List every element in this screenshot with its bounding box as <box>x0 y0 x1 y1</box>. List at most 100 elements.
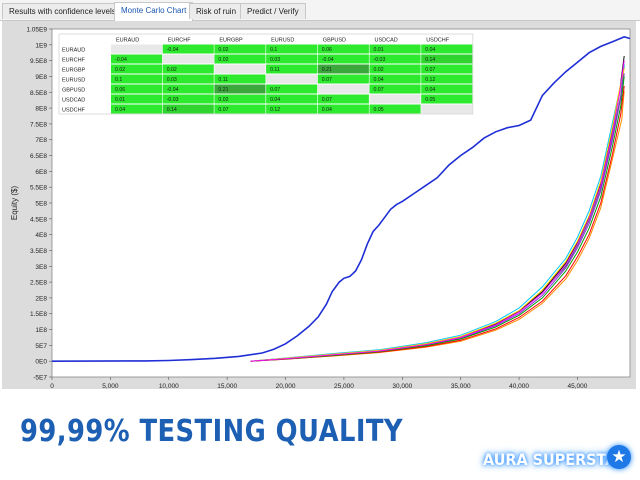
correlation-row-header: GBPUSD <box>62 88 85 94</box>
correlation-cell <box>111 64 163 74</box>
correlation-cell <box>317 64 369 74</box>
correlation-row-header: EURAUD <box>62 48 85 54</box>
y-tick-label: 9.5E8 <box>30 58 47 65</box>
x-tick-label: 0 <box>50 383 54 389</box>
correlation-cell <box>317 84 369 94</box>
y-tick-label: 1E9 <box>35 42 47 49</box>
tab-predict-verify[interactable]: Predict / Verify <box>240 3 306 19</box>
correlation-cell <box>266 44 318 54</box>
correlation-cell <box>317 104 369 114</box>
correlation-cell-value: 0.02 <box>374 67 384 73</box>
correlation-cell-value: 0.14 <box>425 57 435 63</box>
correlation-column-header: USDCAD <box>375 38 398 44</box>
correlation-cell <box>317 54 369 64</box>
y-tick-label: 5E8 <box>35 201 47 208</box>
correlation-cell-value: 0.1 <box>115 77 122 83</box>
y-tick-label: 9E8 <box>35 74 47 81</box>
correlation-cell-value: 0.07 <box>218 107 228 113</box>
brand-name: AURA SUPERSTAR <box>483 450 628 469</box>
correlation-cell-value: -0.04 <box>115 57 127 63</box>
chart-panel: 1.05E9 1E9 9.5E8 9E8 8.5E8 8E8 7.5E8 7E8 6.5E8 6E… <box>2 21 636 390</box>
correlation-cell <box>111 74 163 84</box>
x-tick-label: 45,000 <box>568 383 588 389</box>
correlation-cell-value: 0.07 <box>374 87 384 93</box>
correlation-cell <box>317 74 369 84</box>
correlation-cell <box>162 44 214 54</box>
correlation-cell <box>162 94 214 104</box>
y-tick-label: 4E8 <box>35 232 47 239</box>
correlation-cell-value: 0.07 <box>322 97 332 103</box>
correlation-cell <box>162 74 214 84</box>
correlation-cell-value: 0.12 <box>425 77 435 83</box>
correlation-cell-value: 0.01 <box>115 97 125 103</box>
correlation-cell <box>421 104 473 114</box>
correlation-row-header: USDCAD <box>62 98 85 104</box>
correlation-cell-value: -0.03 <box>167 97 179 103</box>
correlation-cell <box>162 64 214 74</box>
correlation-row-header: EURCHF <box>62 58 86 64</box>
y-tick-label: 8E8 <box>35 106 47 113</box>
x-tick-label: 10,000 <box>159 383 179 389</box>
correlation-cell <box>162 54 214 64</box>
correlation-column-header: GBPUSD <box>323 38 346 44</box>
correlation-cell-value: 0.04 <box>115 107 125 113</box>
y-tick-label: 2E8 <box>35 295 47 302</box>
y-tick-label: 5E7 <box>35 343 47 350</box>
correlation-cell-value: 0.02 <box>218 57 228 63</box>
correlation-cell <box>214 64 266 74</box>
correlation-cell <box>421 84 473 94</box>
correlation-cell <box>111 44 163 54</box>
correlation-cell <box>266 94 318 104</box>
x-tick-label: 5,000 <box>102 383 119 389</box>
correlation-cell <box>214 84 266 94</box>
correlation-cell <box>317 94 369 104</box>
correlation-row-header: EURUSD <box>62 78 85 84</box>
x-tick-label: 20,000 <box>276 383 296 389</box>
tab-monte-carlo-chart[interactable]: Monte Carlo Chart <box>114 2 194 21</box>
correlation-row-header: EURGBP <box>62 68 86 74</box>
correlation-cell-value: 0.04 <box>374 77 384 83</box>
correlation-cell-value: 0.05 <box>425 97 435 103</box>
correlation-cell-value: 0.01 <box>374 47 384 53</box>
correlation-cell <box>214 104 266 114</box>
correlation-cell <box>111 54 163 64</box>
correlation-cell-value: 0.02 <box>218 47 228 53</box>
correlation-cell <box>421 54 473 64</box>
correlation-cell <box>369 54 421 64</box>
x-tick-label: 30,000 <box>392 383 412 389</box>
correlation-cell <box>266 74 318 84</box>
correlation-cell <box>111 104 163 114</box>
correlation-column-header: EURCHF <box>168 38 192 44</box>
x-tick-label: 15,000 <box>217 383 237 389</box>
correlation-cell <box>266 104 318 114</box>
correlation-cell-value: 0.21 <box>322 67 332 73</box>
y-tick-label: 8.5E8 <box>30 90 47 97</box>
y-tick-label: 5.5E8 <box>30 185 47 192</box>
y-tick-label: 2.5E8 <box>30 280 47 287</box>
x-tick-label: 40,000 <box>509 383 529 389</box>
correlation-cell-value: 0.07 <box>270 87 280 93</box>
tab-risk-of-ruin[interactable]: Risk of ruin <box>189 3 244 19</box>
monte-carlo-chart: 1.05E9 1E9 9.5E8 9E8 8.5E8 8E8 7.5E8 7E8 6.5E8 6E… <box>2 21 636 390</box>
series-line-simulation-3 <box>250 68 625 362</box>
series-line-simulation-5 <box>250 63 625 362</box>
y-axis-label: Equity ($) <box>10 186 19 221</box>
correlation-cell <box>214 74 266 84</box>
correlation-column-header: EURUSD <box>271 38 294 44</box>
x-tick-label: 35,000 <box>451 383 471 389</box>
correlation-cell <box>369 94 421 104</box>
y-tick-label: 1E8 <box>35 327 47 334</box>
correlation-cell <box>111 84 163 94</box>
correlation-cell-value: 0.11 <box>218 77 228 83</box>
correlation-column-header: EURAUD <box>116 38 139 44</box>
correlation-cell-value: 0.11 <box>270 67 280 73</box>
correlation-cell <box>214 44 266 54</box>
correlation-row-header: USDCHF <box>62 108 86 114</box>
correlation-cell-value: 0.03 <box>167 77 177 83</box>
correlation-cell <box>214 94 266 104</box>
y-tick-label: 7E8 <box>35 137 47 144</box>
correlation-column-header: EURGBP <box>219 38 243 44</box>
y-tick-label: 0E0 <box>35 359 47 366</box>
tab-results-with-confidence-levels[interactable]: Results with confidence levels <box>2 3 123 19</box>
correlation-cell-value: -0.03 <box>374 57 386 63</box>
